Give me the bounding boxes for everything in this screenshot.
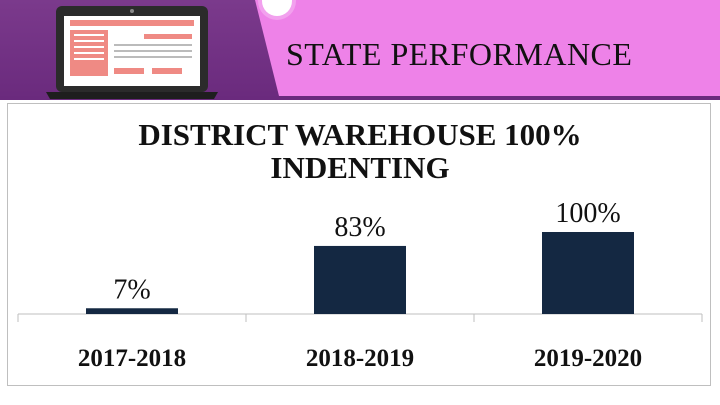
bar-2017-2018	[86, 308, 178, 314]
x-tick-label-2018-2019: 2018-2019	[306, 345, 414, 372]
x-tick-label-2017-2018: 2017-2018	[78, 345, 186, 372]
laptop-icon	[46, 6, 218, 99]
bar-2019-2020	[542, 232, 634, 314]
header-pink-band	[255, 0, 720, 100]
slide-header: STATE PERFORMANCE	[0, 0, 720, 100]
header-decoration-circle	[262, 0, 292, 16]
data-label-2017-2018: 7%	[113, 274, 150, 305]
data-label-2018-2019: 83%	[334, 212, 385, 243]
chart-title: DISTRICT WAREHOUSE 100% INDENTING	[138, 117, 582, 185]
data-label-2019-2020: 100%	[555, 198, 620, 229]
bar-2018-2019	[314, 245, 406, 314]
x-tick-label-2019-2020: 2019-2020	[534, 345, 642, 372]
header-title: STATE PERFORMANCE	[286, 36, 633, 72]
header-divider	[0, 96, 720, 100]
